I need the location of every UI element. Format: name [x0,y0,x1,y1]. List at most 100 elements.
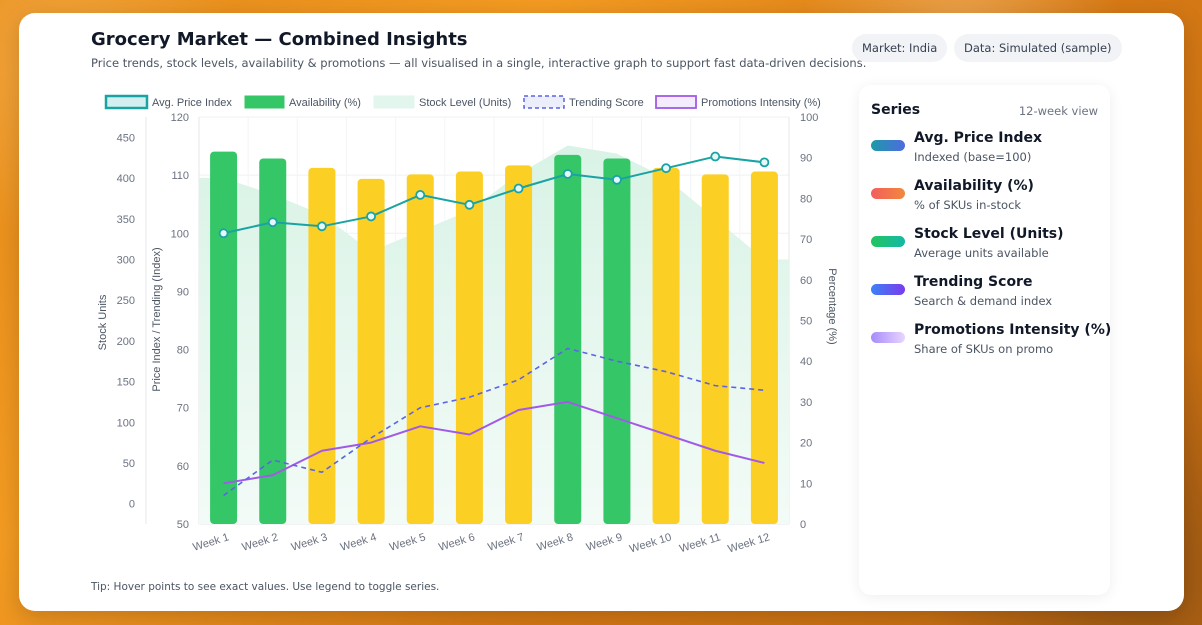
series-name: Trending Score [914,274,1033,290]
legend-label: Promotions Intensity (%) [701,97,821,109]
x-axis-tick: Week 7 [486,531,525,553]
stock-axis-tick: 150 [117,377,135,389]
availability-bar [308,167,336,524]
series-item-4[interactable]: Trending Score Search & demand index [871,274,1101,314]
x-axis-tick: Week 12 [726,531,771,555]
stock-axis-tick: 100 [117,417,135,429]
series-desc: Average units available [914,246,1049,260]
availability-bar [701,174,729,524]
series-desc: Share of SKUs on promo [914,342,1054,356]
legend-swatch-icon [244,95,285,109]
percent-axis-tick: 90 [800,153,812,165]
availability-bar [259,158,287,524]
data-source-pill: Data: Simulated (sample) [954,34,1122,62]
legend-item-4[interactable]: Trending Score [523,95,644,109]
percent-axis-tick: 100 [800,112,818,124]
x-axis-tick: Week 4 [339,531,378,553]
availability-bar [210,151,238,524]
series-desc: Indexed (base=100) [914,150,1032,164]
index-axis-tick: 110 [171,170,189,182]
availability-bar [652,167,680,524]
series-item-2[interactable]: Availability (%) % of SKUs in-stock [871,178,1101,218]
series-swatch-icon [871,284,905,295]
promotions-line [223,400,765,485]
index-axis-tick: 100 [171,228,189,240]
price-index-point [267,217,278,228]
series-item-1[interactable]: Avg. Price Index Indexed (base=100) [871,130,1101,170]
stock-axis-tick: 0 [129,499,135,511]
series-name: Promotions Intensity (%) [914,322,1112,338]
stock-axis-title: Stock Units [97,294,109,350]
legend-item-5[interactable]: Promotions Intensity (%) [655,95,821,109]
percent-axis-title: Percentage (%) [826,268,838,344]
series-swatch-icon [871,236,905,247]
legend-swatch-icon [373,95,415,109]
legend-label: Stock Level (Units) [419,97,511,109]
percent-axis-tick: 60 [800,275,812,287]
x-axis-tick: Week 9 [585,531,624,553]
stock-axis-tick: 400 [117,173,135,185]
price-index-point [612,174,622,185]
x-axis-tick: Week 11 [678,531,722,555]
tip-text: Tip: Hover points to see exact values. U… [91,581,440,593]
series-panel: Series 12-week view Avg. Price Index Inde… [859,85,1111,595]
percent-axis-tick: 10 [800,478,812,490]
availability-bar [750,171,778,524]
x-axis-tick: Week 5 [388,531,427,553]
index-axis-tick: 70 [177,403,189,415]
combined-chart[interactable]: 0501001502002503003504004505060708090100… [19,13,849,611]
percent-axis-tick: 70 [800,234,812,246]
legend-item-2[interactable]: Availability (%) [244,95,361,109]
price-index-point [513,183,524,194]
series-name: Availability (%) [914,178,1034,194]
series-item-3[interactable]: Stock Level (Units) Average units availab… [871,226,1101,266]
price-index-line [223,155,765,235]
legend-swatch-icon [523,95,565,109]
stock-axis-tick: 50 [123,458,135,470]
insights-card: Grocery Market — Combined Insights Price… [19,13,1184,611]
availability-bar [357,178,385,524]
stock-axis-tick: 350 [117,214,135,226]
series-swatch-icon [871,140,905,151]
series-desc: % of SKUs in-stock [914,198,1022,212]
price-index-point [317,221,327,232]
percent-axis-tick: 80 [800,193,812,205]
legend-swatch-icon [104,94,149,110]
price-index-point [562,169,573,179]
legend-item-1[interactable]: Avg. Price Index [104,94,232,110]
series-item-5[interactable]: Promotions Intensity (%) Share of SKUs on… [871,322,1111,362]
legend-label: Avg. Price Index [152,97,232,109]
x-axis-tick: Week 3 [290,531,329,553]
legend-swatch-icon [655,95,697,109]
stock-axis-tick: 200 [117,336,135,348]
price-index-point [415,190,426,200]
series-name: Avg. Price Index [914,130,1043,146]
stock-level-area [199,145,789,525]
series-name: Stock Level (Units) [914,226,1064,242]
x-axis-tick: Week 10 [628,531,673,555]
price-index-point [710,151,721,162]
series-panel-title: Series [871,102,921,118]
x-axis-tick: Week 2 [241,531,280,553]
percent-axis-tick: 40 [800,356,812,368]
price-index-point [661,163,671,174]
availability-bar [455,171,483,524]
percent-axis-tick: 50 [800,316,812,328]
stock-axis-tick: 250 [117,295,135,307]
price-index-point [759,157,770,168]
x-axis-tick: Week 8 [536,531,575,553]
index-axis-tick: 90 [177,286,189,298]
index-axis-tick: 120 [171,112,189,124]
stock-axis-tick: 300 [117,254,135,266]
legend-item-3[interactable]: Stock Level (Units) [373,95,511,109]
availability-bar [554,154,582,524]
series-desc: Search & demand index [914,294,1053,308]
series-swatch-icon [871,332,905,343]
series-panel-view: 12-week view [1018,104,1098,118]
index-axis-tick: 80 [177,345,189,357]
index-axis-tick: 50 [177,519,189,531]
price-index-point [218,228,229,239]
legend-label: Trending Score [569,97,644,109]
x-axis-tick: Week 1 [191,531,230,553]
availability-bar [603,158,631,524]
